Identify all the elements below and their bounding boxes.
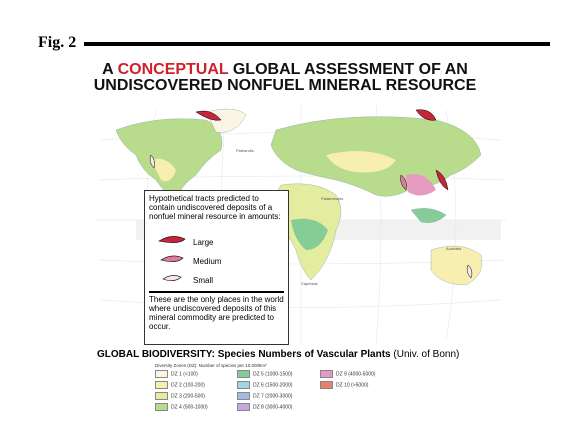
tract — [400, 174, 407, 191]
symbol-large — [158, 236, 186, 243]
zone-swatch — [155, 381, 168, 389]
title: A CONCEPTUAL GLOBAL ASSESSMENT OF AN UND… — [0, 62, 570, 94]
legend-symbols — [158, 236, 186, 281]
zone-item: DZ 1 (<100) — [155, 370, 198, 378]
title-highlight: CONCEPTUAL — [117, 61, 229, 78]
zone-swatch — [237, 392, 250, 400]
continent — [410, 208, 447, 223]
title-text: UNDISCOVERED NONFUEL MINERAL RESOURCE — [93, 77, 477, 94]
zone-item: DZ 10 (>5000) — [320, 381, 368, 389]
zone-swatch — [320, 381, 333, 389]
legend-heading: Hypothetical tracts predicted to contain… — [149, 194, 281, 221]
rule — [84, 42, 550, 46]
zone-label: DZ 2 (100-200) — [171, 382, 205, 389]
map-label: Capensis — [301, 281, 318, 286]
figure-label: Fig. 2 — [38, 34, 77, 51]
legend-note: These are the only places in the world w… — [149, 295, 284, 331]
zones-header: Diversity Zones (DZ): Number of species … — [155, 363, 267, 368]
zone-item: DZ 7 (2000-3000) — [237, 392, 292, 400]
caption: GLOBAL BIODIVERSITY: Species Numbers of … — [97, 349, 459, 360]
legend-box: Hypothetical tracts predicted to contain… — [144, 190, 289, 345]
zone-label: DZ 8 (3000-4000) — [253, 404, 293, 411]
legend-item: Large — [193, 238, 214, 247]
continent — [115, 118, 223, 201]
zone-swatch — [155, 370, 168, 378]
tract — [195, 110, 222, 121]
zone-label: DZ 9 (4000-5000) — [336, 371, 376, 378]
tract — [466, 264, 473, 279]
zone-label: DZ 4 (500-1000) — [171, 404, 208, 411]
region — [291, 218, 328, 250]
zone-swatch — [237, 403, 250, 411]
zone-label: DZ 1 (<100) — [171, 371, 198, 378]
zone-label: DZ 6 (1500-2000) — [253, 382, 293, 389]
zone-label: DZ 5 (1000-1500) — [253, 371, 293, 378]
title-text: A — [102, 61, 118, 78]
caption-main: GLOBAL BIODIVERSITY: Species Numbers of … — [97, 349, 394, 360]
map-label: Palaeotropis — [321, 196, 343, 201]
zone-item: DZ 3 (200-500) — [155, 392, 205, 400]
caption-source: (Univ. of Bonn) — [393, 349, 460, 360]
zone-label: DZ 10 (>5000) — [336, 382, 369, 389]
zone-swatch — [155, 403, 168, 411]
title-text: GLOBAL ASSESSMENT OF AN — [228, 61, 468, 78]
map-label: Palearctis — [236, 148, 254, 153]
map-label: Australis — [446, 246, 461, 251]
zone-swatch — [155, 392, 168, 400]
zone-label: DZ 3 (200-500) — [171, 393, 205, 400]
region — [151, 158, 176, 182]
legend-item: Small — [193, 276, 214, 285]
symbol-small — [162, 275, 182, 281]
region — [326, 151, 396, 173]
zone-swatch — [320, 370, 333, 378]
separator — [149, 291, 284, 293]
tract — [435, 169, 449, 191]
zone-item: DZ 6 (1500-2000) — [237, 381, 292, 389]
zone-swatch — [237, 370, 250, 378]
tract — [149, 154, 155, 169]
legend-item: Medium — [193, 257, 222, 266]
zone-item: DZ 2 (100-200) — [155, 381, 205, 389]
region — [406, 174, 436, 196]
zone-item: DZ 4 (500-1000) — [155, 403, 208, 411]
zone-item: DZ 8 (3000-4000) — [237, 403, 292, 411]
zone-item: DZ 9 (4000-5000) — [320, 370, 375, 378]
zone-swatch — [237, 381, 250, 389]
zone-label: DZ 7 (2000-3000) — [253, 393, 293, 400]
symbol-medium — [160, 255, 184, 262]
zone-item: DZ 5 (1000-1500) — [237, 370, 292, 378]
tract — [415, 109, 437, 121]
